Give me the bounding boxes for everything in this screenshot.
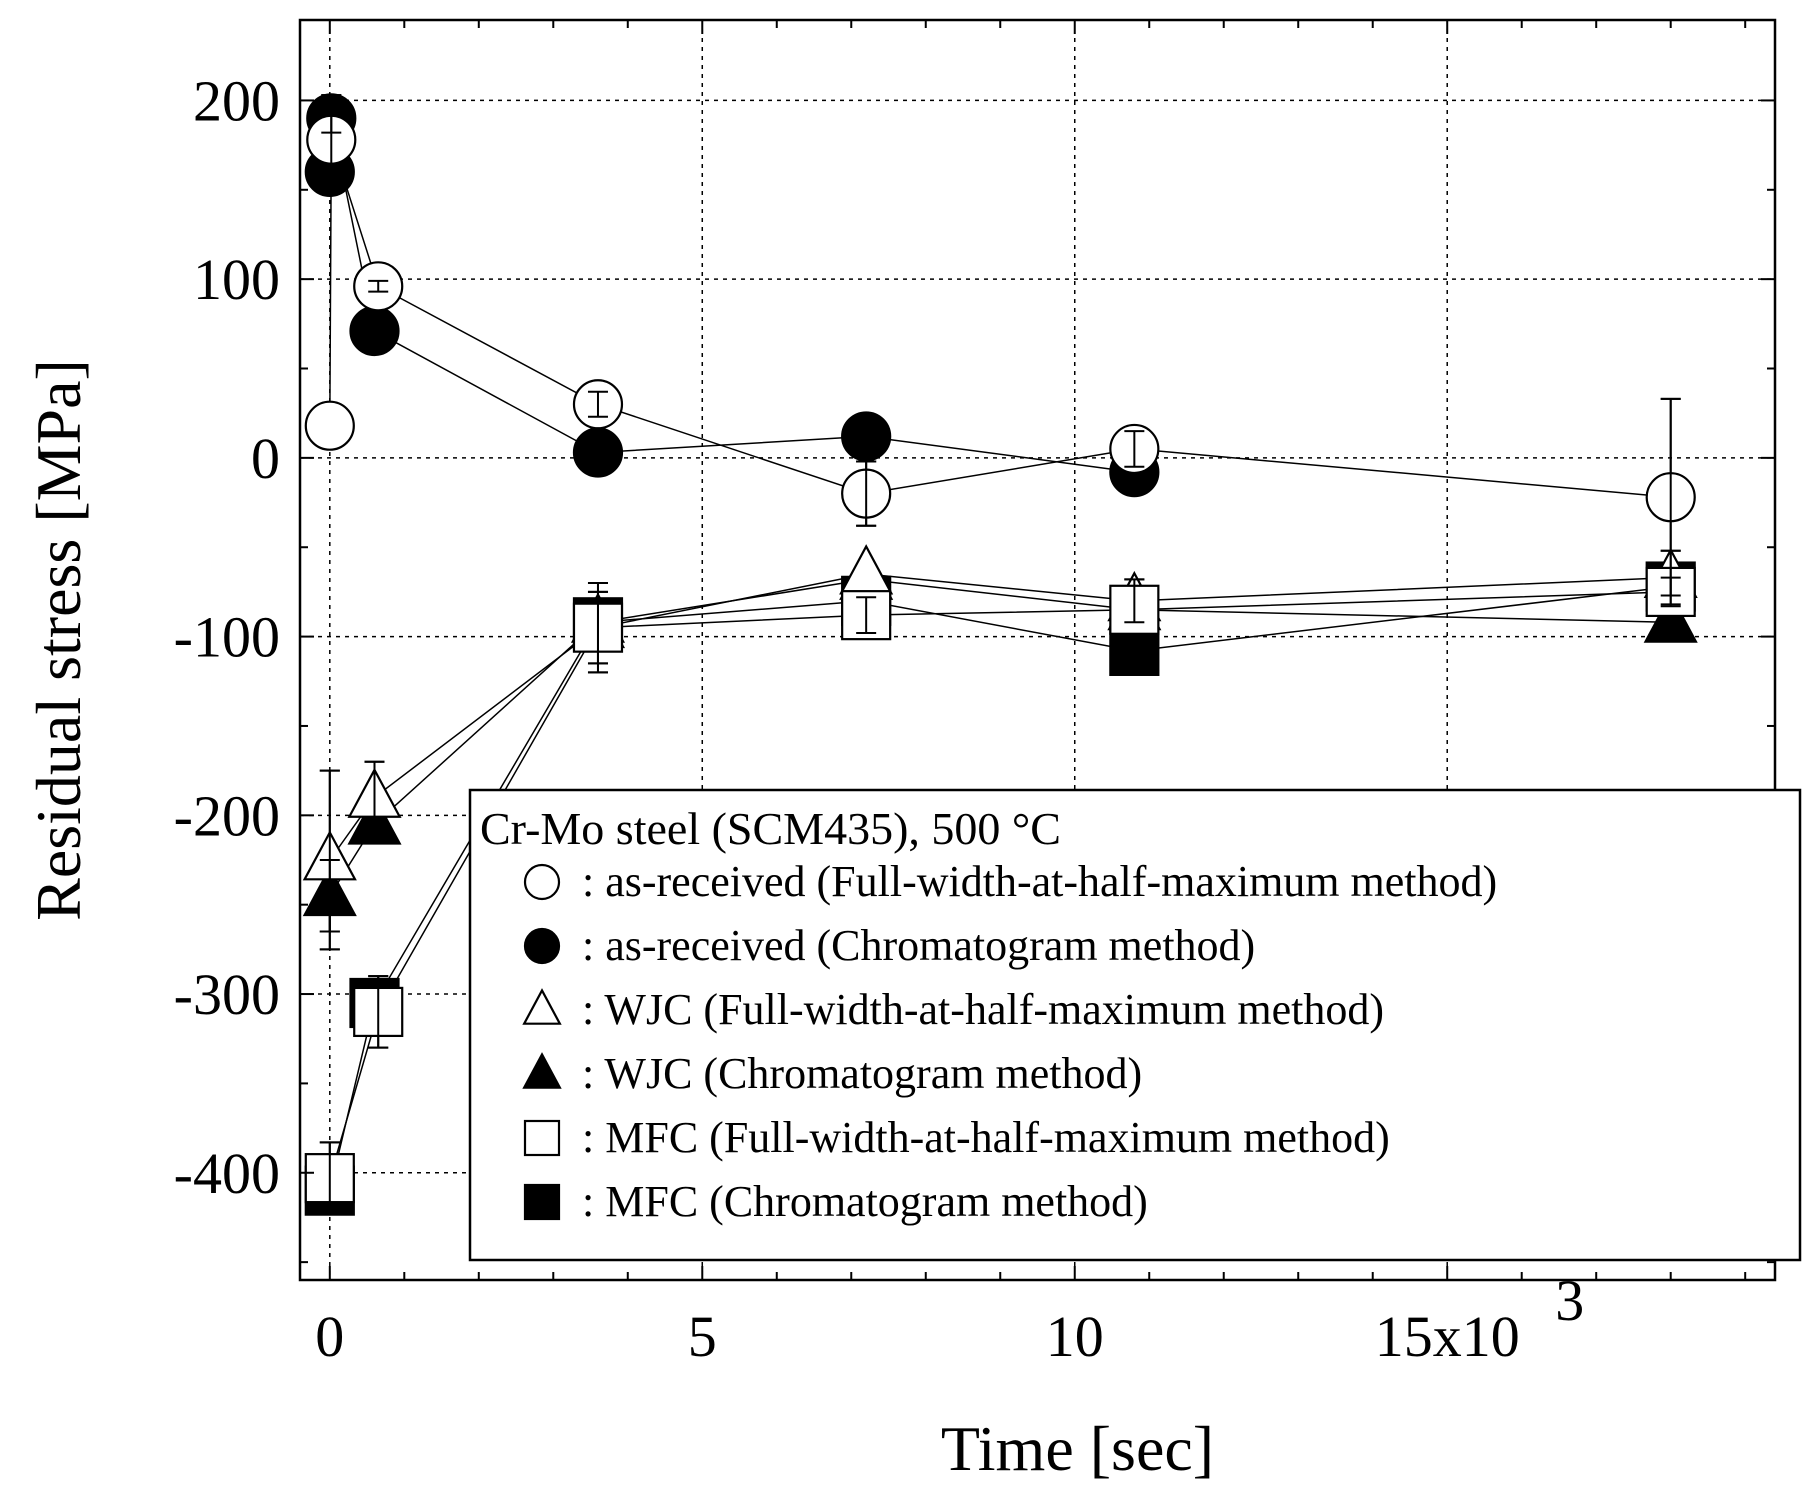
legend-label: : WJC (Chromatogram method) — [582, 1049, 1142, 1098]
x-tick-labels: 3 0 5 10 15x10 — [315, 1268, 1584, 1369]
legend: Cr-Mo steel (SCM435), 500 °C : as-receiv… — [468, 788, 1802, 1262]
legend-label: : as-received (Chromatogram method) — [582, 921, 1255, 970]
legend-label: : WJC (Full-width-at-half-maximum method… — [582, 985, 1384, 1034]
legend-square-icon — [523, 1119, 561, 1157]
data-point — [572, 427, 624, 478]
data-point — [839, 544, 894, 595]
x-tick-label: 15x10 — [1375, 1304, 1520, 1369]
legend-title: Cr-Mo steel (SCM435), 500 °C — [480, 803, 1061, 854]
legend-entry: : MFC (Full-width-at-half-maximum method… — [523, 1113, 1390, 1162]
data-point — [304, 400, 355, 451]
legend-entry: : MFC (Chromatogram method) — [523, 1177, 1148, 1226]
y-tick-label: 200 — [193, 68, 280, 133]
x-tick-label: 10 — [1046, 1304, 1104, 1369]
y-tick-labels: 200 100 0 -100 -200 -300 -400 — [174, 68, 280, 1205]
legend-entry: : WJC (Full-width-at-half-maximum method… — [522, 985, 1384, 1034]
legend-square-icon — [523, 1183, 561, 1221]
legend-triangle-icon — [522, 1052, 562, 1089]
y-tick-label: -200 — [174, 783, 280, 848]
data-point — [1643, 592, 1698, 643]
data-point — [349, 305, 400, 357]
legend-label: : as-received (Full-width-at-half-maximu… — [582, 857, 1497, 906]
legend-label: : MFC (Chromatogram method) — [582, 1177, 1148, 1226]
y-axis-title: Residual stress [MPa] — [23, 359, 94, 921]
data-point — [841, 411, 892, 462]
x-axis-title: Time [sec] — [941, 1413, 1214, 1484]
legend-circle-icon — [523, 927, 561, 965]
legend-entries: : as-received (Full-width-at-half-maximu… — [522, 857, 1497, 1226]
plot-frame — [298, 18, 1777, 1282]
legend-entry: : as-received (Chromatogram method) — [523, 921, 1255, 970]
legend-entry: : as-received (Full-width-at-half-maximu… — [523, 857, 1497, 906]
y-tick-label: 0 — [251, 426, 280, 491]
legend-label: : MFC (Full-width-at-half-maximum method… — [582, 1113, 1390, 1162]
x-tick-label: 5 — [688, 1304, 717, 1369]
series-line — [329, 591, 1671, 1179]
series-line — [329, 118, 1135, 473]
legend-circle-icon — [523, 863, 561, 901]
y-tick-label: -300 — [174, 962, 280, 1027]
legend-entry: : WJC (Chromatogram method) — [522, 1049, 1142, 1098]
data-markers — [302, 93, 1698, 1216]
legend-box — [468, 788, 1802, 1262]
y-tick-label: 100 — [193, 247, 280, 312]
legend-triangle-icon — [522, 988, 562, 1025]
y-tick-label: -100 — [174, 605, 280, 670]
series-line — [329, 139, 1671, 498]
x-tick-label: 0 — [315, 1304, 344, 1369]
x-multiplier-exponent: 3 — [1555, 1268, 1584, 1333]
y-tick-label: -400 — [174, 1141, 280, 1206]
data-point — [1109, 625, 1160, 676]
